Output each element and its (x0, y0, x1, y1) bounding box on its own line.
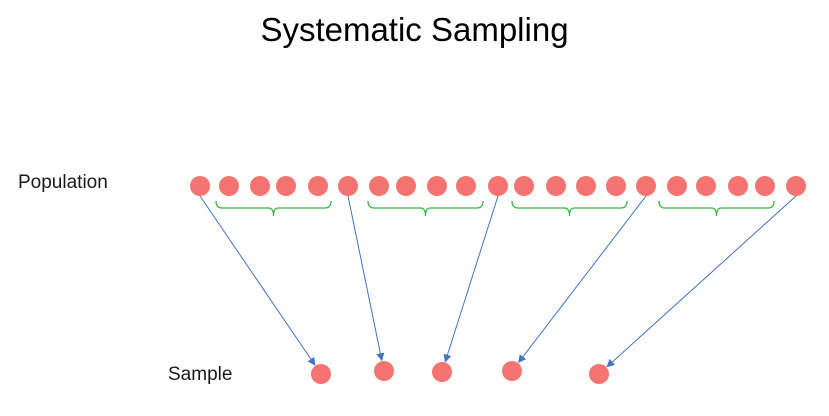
population-dot (396, 176, 416, 196)
population-dot (308, 176, 328, 196)
population-dot (338, 176, 358, 196)
population-dot (667, 176, 687, 196)
sample-label: Sample (168, 364, 233, 385)
selection-arrow (443, 195, 499, 363)
interval-brackets (215, 200, 775, 217)
population-dot (456, 176, 476, 196)
population-dot (514, 176, 534, 196)
selection-arrow (518, 195, 647, 364)
population-dot (636, 176, 656, 196)
population-dot (576, 176, 596, 196)
population-dots (190, 176, 806, 196)
sample-dot (311, 364, 331, 384)
population-dot (728, 176, 748, 196)
population-dot (276, 176, 296, 196)
interval-bracket (511, 200, 628, 217)
selection-arrows (199, 195, 797, 368)
interval-bracket (215, 200, 332, 217)
population-dot (546, 176, 566, 196)
selection-arrow (347, 195, 385, 362)
population-dot (786, 176, 806, 196)
sample-dot (432, 362, 452, 382)
population-dot (696, 176, 716, 196)
interval-bracket (658, 200, 775, 217)
sample-dots (311, 361, 609, 384)
selection-arrow (199, 195, 316, 366)
sample-dot (502, 361, 522, 381)
population-dot (219, 176, 239, 196)
interval-bracket (367, 200, 484, 217)
population-dot (488, 176, 508, 196)
population-dot (427, 176, 447, 196)
population-dot (606, 176, 626, 196)
population-dot (755, 176, 775, 196)
sample-dot (374, 361, 394, 381)
diagram-title: Systematic Sampling (260, 11, 569, 48)
sample-dot (589, 364, 609, 384)
selection-arrow (606, 195, 797, 368)
population-dot (250, 176, 270, 196)
population-dot (369, 176, 389, 196)
population-dot (190, 176, 210, 196)
population-label: Population (18, 172, 108, 193)
